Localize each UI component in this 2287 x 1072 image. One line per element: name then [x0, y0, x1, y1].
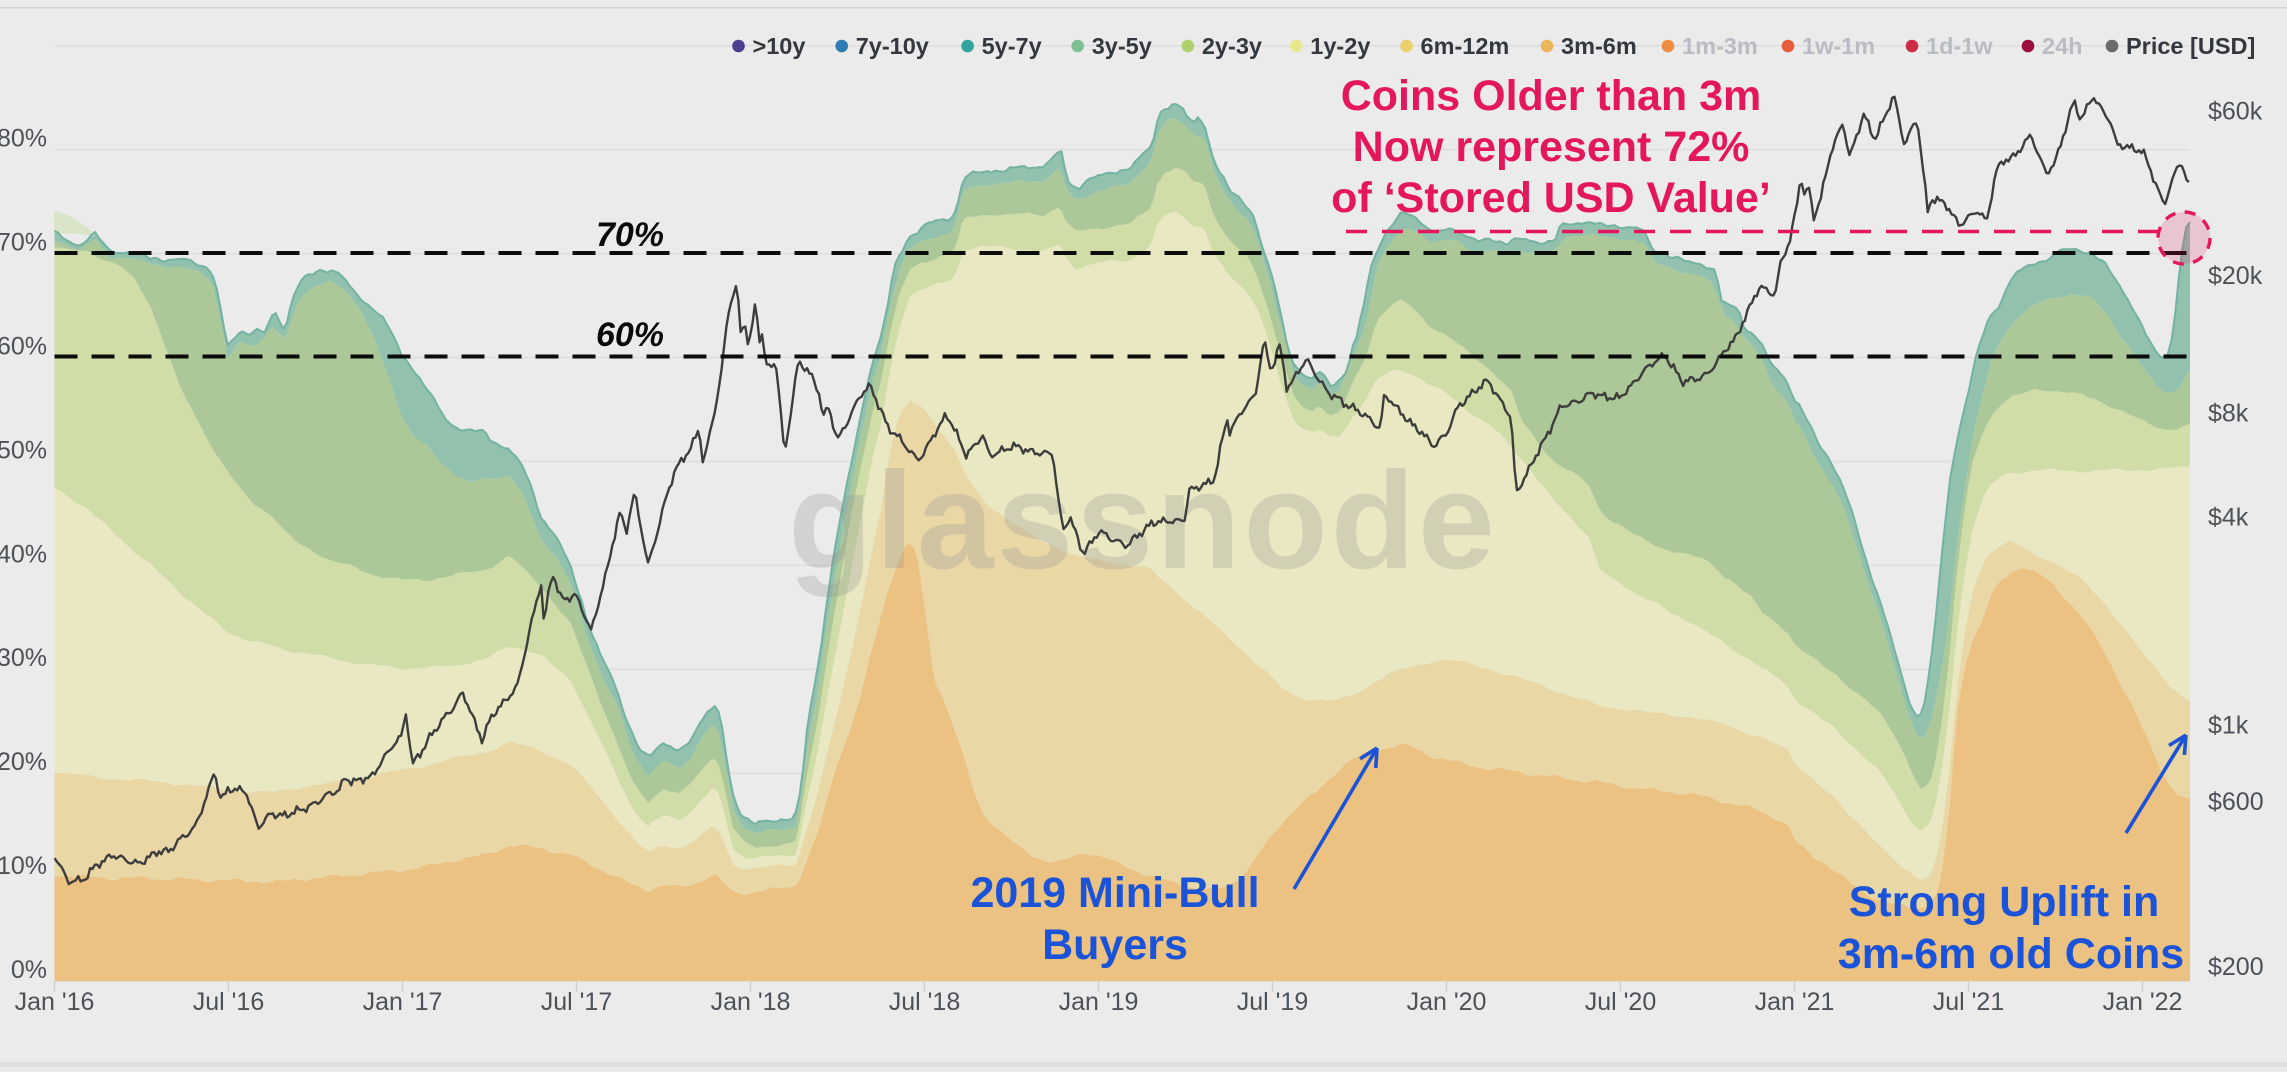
svg-text:$20k: $20k — [2208, 262, 2263, 290]
svg-text:of ‘Stored USD Value’: of ‘Stored USD Value’ — [1331, 174, 1771, 222]
svg-text:1m-3m: 1m-3m — [1682, 33, 1758, 59]
svg-text:$8k: $8k — [2208, 400, 2249, 428]
svg-text:$600: $600 — [2208, 788, 2264, 816]
svg-text:Jul '16: Jul '16 — [193, 988, 264, 1016]
svg-text:Jan '20: Jan '20 — [1407, 988, 1487, 1016]
svg-text:7y-10y: 7y-10y — [856, 33, 929, 59]
svg-text:6m-12m: 6m-12m — [1421, 33, 1510, 59]
svg-text:3m-6m: 3m-6m — [1561, 33, 1637, 59]
svg-text:60%: 60% — [596, 316, 664, 354]
svg-text:Jul '21: Jul '21 — [1933, 988, 2004, 1016]
svg-text:Jul '20: Jul '20 — [1585, 988, 1656, 1016]
svg-text:3m-6m old Coins: 3m-6m old Coins — [1838, 930, 2184, 978]
svg-text:2y-3y: 2y-3y — [1202, 33, 1262, 59]
svg-text:50%: 50% — [0, 436, 47, 464]
svg-text:>10y: >10y — [753, 33, 806, 59]
svg-text:3y-5y: 3y-5y — [1092, 33, 1152, 59]
svg-text:Now represent 72%: Now represent 72% — [1353, 123, 1750, 171]
svg-text:0%: 0% — [11, 956, 47, 984]
svg-text:Jul '18: Jul '18 — [889, 988, 960, 1016]
svg-text:5y-7y: 5y-7y — [982, 33, 1042, 59]
svg-text:Coins Older than 3m: Coins Older than 3m — [1341, 72, 1762, 120]
svg-text:1d-1w: 1d-1w — [1926, 33, 1993, 59]
svg-text:Buyers: Buyers — [1042, 921, 1188, 969]
svg-text:Jan '17: Jan '17 — [363, 988, 443, 1016]
svg-text:70%: 70% — [0, 229, 47, 257]
svg-text:1w-1m: 1w-1m — [1802, 33, 1875, 59]
svg-text:Strong Uplift in: Strong Uplift in — [1849, 878, 2160, 926]
svg-text:Jan '19: Jan '19 — [1059, 988, 1139, 1016]
svg-text:Jan '21: Jan '21 — [1755, 988, 1835, 1016]
svg-text:80%: 80% — [0, 125, 47, 153]
svg-text:2019 Mini-Bull: 2019 Mini-Bull — [970, 869, 1259, 917]
svg-text:40%: 40% — [0, 540, 47, 568]
svg-text:Jan '16: Jan '16 — [15, 988, 95, 1016]
svg-text:Jan '22: Jan '22 — [2103, 988, 2183, 1016]
svg-text:30%: 30% — [0, 644, 47, 672]
svg-text:Price [USD]: Price [USD] — [2126, 33, 2255, 59]
svg-text:24h: 24h — [2042, 33, 2083, 59]
svg-text:glassnode: glassnode — [788, 444, 1498, 598]
svg-text:70%: 70% — [596, 216, 664, 254]
svg-text:$200: $200 — [2208, 953, 2264, 981]
svg-text:Jul '19: Jul '19 — [1237, 988, 1308, 1016]
svg-text:$4k: $4k — [2208, 504, 2249, 532]
svg-text:Jul '17: Jul '17 — [541, 988, 612, 1016]
svg-text:Jan '18: Jan '18 — [711, 988, 791, 1016]
svg-text:$1k: $1k — [2208, 712, 2249, 740]
svg-text:10%: 10% — [0, 852, 47, 880]
svg-text:60%: 60% — [0, 333, 47, 361]
svg-text:1y-2y: 1y-2y — [1310, 33, 1370, 59]
svg-text:20%: 20% — [0, 748, 47, 776]
svg-text:$60k: $60k — [2208, 98, 2263, 126]
